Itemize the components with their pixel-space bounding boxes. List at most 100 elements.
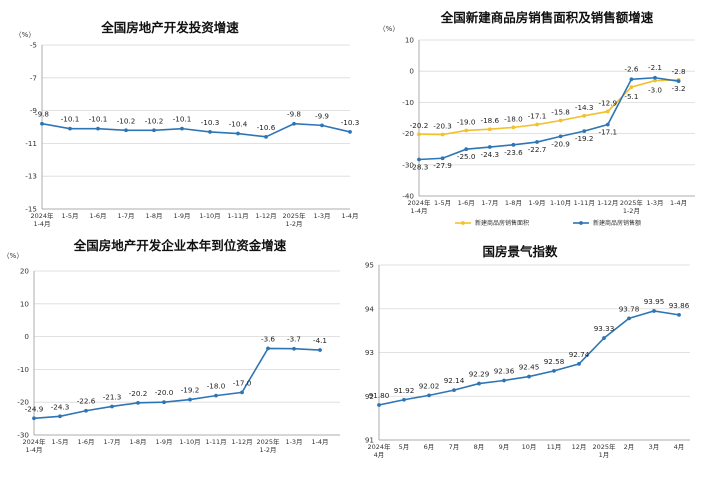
data-point [136, 400, 140, 405]
data-point [84, 408, 88, 413]
x-tick-label: 1-11月 [205, 438, 226, 446]
data-point [629, 85, 634, 90]
data-point [152, 128, 156, 133]
data-label: -15.8 [551, 107, 570, 116]
data-label: 93.33 [594, 324, 615, 333]
data-point [266, 346, 270, 351]
x-tick-label: 1-3月 [285, 438, 302, 446]
y-tick-label: -40 [402, 192, 414, 201]
x-tick-label: 1-7月 [103, 438, 120, 446]
data-point [264, 134, 268, 139]
x-tick-label: 2024年 [367, 442, 391, 451]
x-tick-label: 1-7月 [117, 212, 134, 220]
y-tick-label: 20 [20, 267, 30, 276]
x-tick-label: 10月 [522, 443, 537, 451]
chart-title: 国房景气指数 [482, 244, 558, 259]
data-point [452, 388, 456, 393]
x-tick-label: 1-11月 [227, 212, 248, 220]
x-tick-label: 1-9月 [155, 438, 172, 446]
data-point [240, 390, 244, 395]
data-label: -10.6 [257, 123, 276, 132]
data-label: -9.8 [35, 110, 49, 119]
series-line-1 [33, 347, 321, 420]
data-label: 93.86 [669, 301, 690, 310]
data-point [527, 374, 531, 379]
data-label: 92.02 [419, 381, 440, 390]
x-tick-label: 1-5月 [51, 438, 68, 446]
x-tick-label: 1-4月 [25, 446, 42, 454]
data-point [582, 113, 587, 118]
data-point [58, 414, 62, 419]
chart-title: 全国房地产开发企业本年到位资金增速 [73, 238, 287, 253]
data-point [477, 381, 481, 386]
data-label: -18.0 [207, 382, 226, 391]
x-tick-label: 1-12月 [255, 212, 276, 220]
data-point [653, 78, 657, 83]
data-label: 92.58 [544, 357, 565, 366]
y-tick-label: 91 [365, 436, 374, 445]
chart-panel-3: 全国房地产开发企业本年到位资金增速（%）20100-10-20-302024年1… [3, 238, 340, 454]
data-point [487, 127, 492, 132]
data-point [511, 125, 516, 130]
chart-panel-1: 全国房地产开发投资增速（%）-5-7-9-11-13-152024年1-4月1-… [15, 20, 360, 228]
data-point [535, 122, 539, 127]
data-label: -17.1 [598, 128, 617, 137]
data-point [188, 397, 192, 402]
data-point [162, 400, 166, 405]
data-point [629, 77, 634, 82]
y-tick-label: -11 [25, 139, 37, 148]
x-tick-label: 1-4月 [311, 438, 328, 446]
x-tick-label: 8月 [474, 443, 485, 451]
data-label: -20.9 [551, 139, 570, 148]
x-tick-label: 2024年 [30, 211, 54, 220]
data-label: -19.0 [457, 117, 476, 126]
data-point [377, 403, 381, 407]
data-label: -10.1 [89, 115, 108, 124]
data-point [402, 397, 406, 402]
x-tick-label: 1-8月 [129, 438, 146, 446]
data-point [292, 346, 296, 351]
series-line-1 [41, 122, 351, 138]
x-tick-label: 1-4月 [33, 220, 50, 228]
data-label: -18.0 [504, 114, 523, 123]
data-label: 92.29 [469, 370, 490, 379]
data-point [348, 130, 352, 134]
data-point [558, 134, 563, 139]
x-tick-label: 1月 [599, 451, 610, 459]
data-point [552, 368, 556, 373]
data-label: -17.0 [233, 378, 252, 387]
data-point [577, 361, 581, 366]
x-tick-label: 1-6月 [458, 199, 475, 207]
y-tick-label: -5 [30, 41, 37, 50]
data-label: -20.2 [410, 121, 429, 130]
data-point [652, 309, 656, 313]
data-point [602, 336, 606, 340]
y-axis-unit: （%） [3, 252, 24, 260]
x-tick-label: 1-12月 [231, 438, 252, 446]
y-tick-label: 10 [20, 299, 30, 308]
data-label: -28.3 [410, 162, 429, 171]
x-tick-label: 2025年 [256, 437, 280, 446]
data-point [440, 156, 445, 161]
data-point [68, 126, 72, 131]
data-label: -2.8 [672, 67, 686, 76]
data-label: -9.8 [287, 110, 301, 119]
y-tick-label: 94 [365, 304, 375, 313]
data-point [502, 378, 506, 383]
y-tick-label: 0 [24, 332, 29, 341]
data-label: 91.80 [369, 391, 390, 400]
data-label: -10.2 [117, 116, 136, 125]
data-point [427, 393, 431, 398]
x-tick-label: 3月 [649, 443, 660, 451]
data-label: -3.7 [287, 335, 301, 344]
data-label: 92.36 [494, 367, 515, 376]
y-tick-label: -30 [402, 160, 414, 169]
y-tick-label: 10 [405, 36, 415, 45]
data-label: -19.2 [575, 134, 594, 143]
x-tick-label: 2025年 [620, 198, 644, 207]
data-label: -2.6 [624, 64, 638, 73]
x-tick-label: 4月 [674, 443, 685, 451]
data-point [605, 109, 610, 114]
data-label: -12.9 [598, 98, 617, 107]
